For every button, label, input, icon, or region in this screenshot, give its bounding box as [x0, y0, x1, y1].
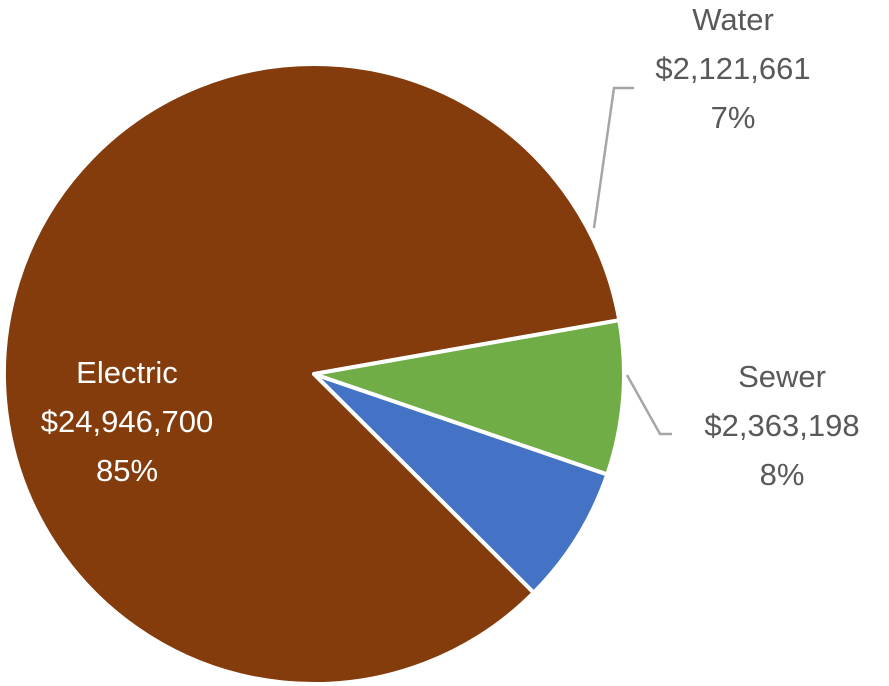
pie-slice-sewer	[312, 318, 626, 477]
data-label-water-value: $2,121,661	[655, 51, 810, 86]
data-label-sewer-name: Sewer	[738, 359, 826, 394]
data-label-electric-value: $24,946,700	[41, 404, 213, 439]
pie-slice-water	[312, 372, 610, 595]
data-label-sewer-percent: 8%	[760, 457, 805, 492]
labels-layer: Electric $24,946,700 85% Water $2,121,661 7% S…	[41, 2, 860, 492]
data-label-water-name: Water	[692, 2, 774, 37]
data-label-sewer-value: $2,363,198	[704, 408, 859, 443]
pie-slice-electric	[2, 62, 622, 686]
slices-layer	[2, 62, 626, 686]
data-label-water-percent: 7%	[711, 100, 756, 135]
leader-line-water	[592, 86, 634, 229]
data-label-electric-percent: 85%	[96, 453, 158, 488]
leader-line-sewer	[625, 374, 672, 436]
data-label-electric-name: Electric	[76, 355, 178, 390]
leaders-layer	[592, 86, 672, 436]
